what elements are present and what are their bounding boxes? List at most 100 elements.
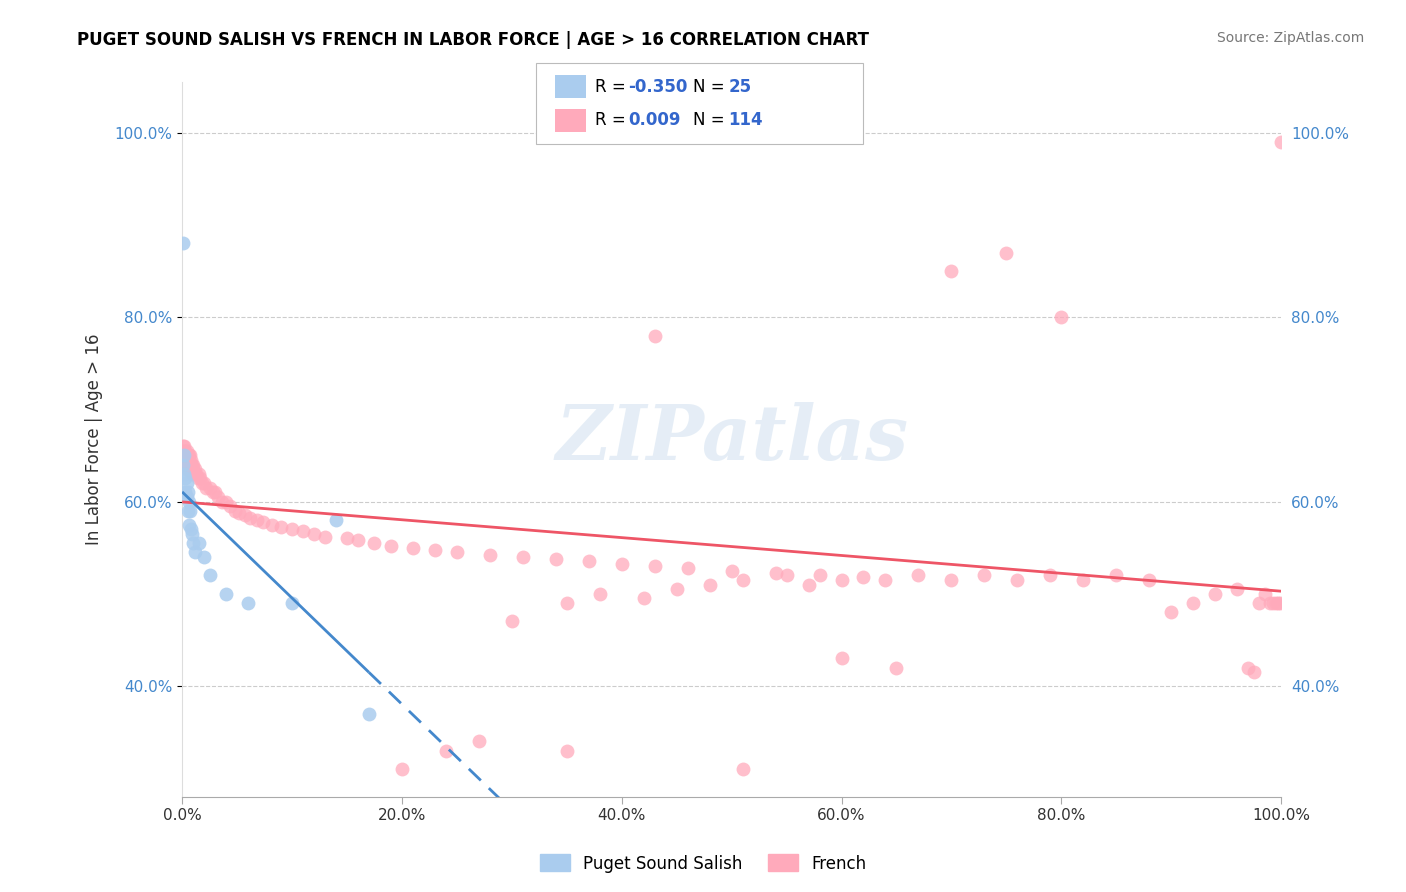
Point [186,471,208,485]
Point [720,564,742,578]
Point [468,734,491,748]
Text: ZIPatlas: ZIPatlas [555,402,908,476]
Text: 25: 25 [728,78,751,95]
Text: 0.009: 0.009 [628,112,681,129]
Point [676,561,699,575]
Point [831,573,853,587]
Point [325,513,347,527]
Point [236,596,259,610]
Point [731,573,754,587]
Point [177,449,200,463]
Point [173,443,195,458]
Point [875,573,897,587]
Text: R =: R = [595,78,631,95]
Point [555,596,578,610]
Point [181,458,204,472]
Point [174,458,197,472]
Point [281,522,304,536]
Point [193,476,215,491]
Point [195,481,218,495]
Point [172,449,194,463]
Point [173,467,195,481]
Point [270,520,292,534]
Point [176,504,198,518]
Point [292,524,315,538]
Point [181,536,204,550]
Text: R =: R = [595,112,631,129]
Point [193,549,215,564]
Point [262,517,284,532]
Point [224,504,246,518]
Point [831,651,853,665]
Point [176,485,198,500]
Point [172,236,194,251]
Point [941,573,963,587]
Legend: Puget Sound Salish, French: Puget Sound Salish, French [533,847,873,880]
Point [173,449,195,463]
Text: 114: 114 [728,112,763,129]
Point [423,542,446,557]
Point [239,511,262,525]
Point [173,458,195,472]
Point [347,533,370,548]
Point [501,615,523,629]
Point [198,481,221,495]
Point [1137,573,1160,587]
Point [204,485,226,500]
Point [941,264,963,278]
Point [1071,573,1094,587]
Point [1258,596,1281,610]
Point [478,548,501,562]
Point [179,504,201,518]
Point [808,568,831,582]
Text: PUGET SOUND SALISH VS FRENCH IN LABOR FORCE | AGE > 16 CORRELATION CHART: PUGET SOUND SALISH VS FRENCH IN LABOR FO… [77,31,869,49]
Point [973,568,995,582]
Point [176,476,198,491]
Point [174,443,197,458]
Point [174,449,197,463]
Point [363,536,385,550]
Point [555,743,578,757]
Point [215,494,238,508]
Point [228,506,250,520]
Point [765,566,787,581]
Point [233,508,256,523]
Point [1182,596,1205,610]
Point [177,453,200,467]
Point [1160,605,1182,619]
Point [180,453,202,467]
Point [578,554,600,568]
Point [380,539,402,553]
Point [246,513,269,527]
Point [1243,665,1265,680]
Point [181,526,204,541]
Point [775,568,797,582]
Point [886,660,908,674]
Point [173,439,195,453]
Point [183,467,205,481]
Point [644,559,666,574]
Point [1226,582,1249,596]
Point [357,706,380,721]
Point [665,582,688,596]
Point [1264,596,1286,610]
Point [172,458,194,472]
Point [191,476,214,491]
Text: N =: N = [693,112,730,129]
Point [1204,587,1226,601]
Text: N =: N = [693,78,730,95]
Point [1270,135,1292,149]
Point [176,443,198,458]
Point [1267,596,1289,610]
Point [512,549,534,564]
Point [610,558,633,572]
Point [281,596,304,610]
Point [177,494,200,508]
Point [179,449,201,463]
Point [211,494,233,508]
Point [1007,573,1029,587]
Point [187,536,209,550]
Point [434,743,457,757]
Point [187,467,209,481]
Point [589,587,612,601]
